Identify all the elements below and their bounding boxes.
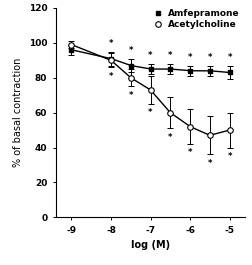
Text: *: * xyxy=(148,108,152,117)
Text: *: * xyxy=(128,46,133,55)
Line: Acetylcholine: Acetylcholine xyxy=(69,42,231,138)
Text: *: * xyxy=(207,159,211,168)
Amfepramone xyxy=(168,67,171,70)
Acetylcholine xyxy=(227,129,230,132)
Acetylcholine xyxy=(129,76,132,79)
Text: *: * xyxy=(227,53,231,62)
Amfepramone xyxy=(227,71,230,74)
Amfepramone xyxy=(70,48,73,51)
Text: *: * xyxy=(187,53,192,62)
Acetylcholine xyxy=(168,111,171,114)
Acetylcholine xyxy=(207,134,210,137)
Amfepramone xyxy=(109,57,112,60)
Text: *: * xyxy=(167,51,172,60)
Text: *: * xyxy=(187,148,192,157)
Text: *: * xyxy=(108,72,113,81)
Acetylcholine xyxy=(148,88,151,91)
Acetylcholine xyxy=(188,125,191,128)
Acetylcholine xyxy=(70,43,73,46)
X-axis label: log (M): log (M) xyxy=(131,240,169,250)
Text: *: * xyxy=(167,133,172,142)
Text: *: * xyxy=(108,39,113,48)
Text: *: * xyxy=(128,91,133,100)
Amfepramone xyxy=(188,69,191,72)
Acetylcholine xyxy=(109,59,112,62)
Text: *: * xyxy=(148,51,152,60)
Y-axis label: % of basal contraction: % of basal contraction xyxy=(13,58,23,167)
Amfepramone xyxy=(207,69,210,72)
Amfepramone xyxy=(148,67,151,70)
Legend: Amfepramone, Acetylcholine: Amfepramone, Acetylcholine xyxy=(148,8,240,30)
Text: *: * xyxy=(227,152,231,161)
Amfepramone xyxy=(129,64,132,67)
Text: *: * xyxy=(207,53,211,62)
Line: Amfepramone: Amfepramone xyxy=(69,47,231,75)
